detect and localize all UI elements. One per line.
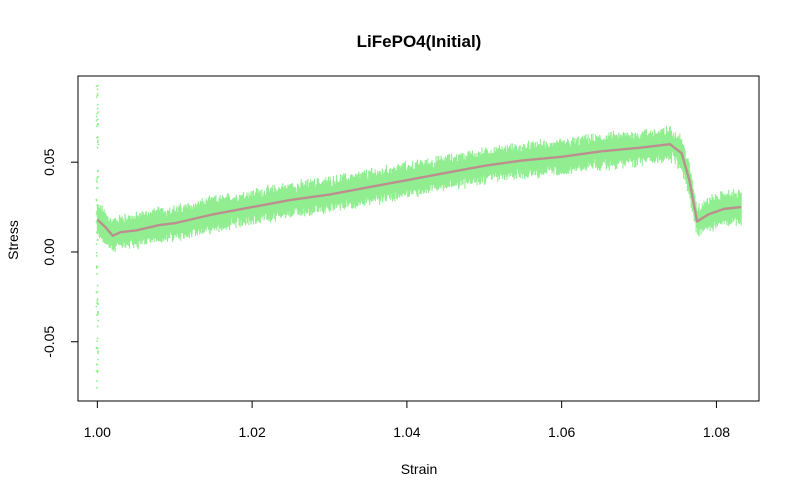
smoothed-line (96, 143, 742, 238)
spike-point (96, 299, 99, 302)
y-axis: -0.05 0.00 0.05 (41, 148, 79, 358)
spike-point (95, 251, 98, 254)
smoothed-series (96, 143, 742, 238)
x-tick-label: 1.02 (238, 424, 265, 440)
x-axis-label: Strain (401, 461, 438, 477)
spike-point (97, 84, 99, 87)
spike-point (97, 169, 100, 172)
spike-point (96, 107, 99, 110)
spike-point (95, 187, 98, 190)
spike-point (95, 115, 98, 118)
spike-point (97, 311, 100, 314)
y-tick-label: -0.05 (41, 326, 57, 358)
spike-point (96, 136, 99, 139)
spike-point (97, 313, 100, 315)
spike-point (96, 176, 99, 179)
spike-point (96, 371, 99, 374)
spike-point (96, 231, 99, 234)
y-tick-label: 0.00 (41, 238, 57, 265)
spike-point (96, 125, 98, 128)
spike-point (97, 215, 100, 218)
spike-point (96, 284, 99, 287)
spike-point (96, 181, 98, 183)
spike-point (96, 238, 99, 241)
spike-point (96, 302, 98, 304)
spike-point (96, 222, 99, 225)
spike-point (97, 350, 100, 353)
spike-point (96, 386, 98, 389)
spike-point (95, 243, 98, 245)
spike-point (97, 358, 100, 361)
spike-point (95, 198, 98, 201)
spike-point (96, 141, 99, 144)
spike-point (95, 347, 98, 350)
spike-point (97, 352, 99, 355)
spike-point (95, 96, 98, 99)
spike-point (96, 204, 99, 207)
spike-point (97, 111, 100, 114)
spike-point (96, 273, 99, 275)
plot-frame (77, 75, 760, 402)
spike-point (96, 325, 99, 328)
x-tick-label: 1.00 (84, 424, 111, 440)
chart-title: LiFePO4(Initial) (357, 32, 482, 51)
spike-point (95, 213, 98, 216)
spike-point (96, 118, 99, 121)
spike-point (97, 143, 100, 146)
spike-point (97, 319, 100, 322)
raw-data-points (95, 84, 742, 389)
spike-point (96, 112, 99, 115)
spike-point (96, 337, 99, 340)
spike-point (97, 303, 99, 306)
spike-point (95, 119, 98, 122)
spike-point (96, 298, 99, 301)
spike-point (95, 266, 98, 269)
spike-point (96, 211, 99, 214)
x-tick-label: 1.08 (703, 424, 730, 440)
spike-point (96, 146, 99, 149)
x-tick-label: 1.04 (393, 424, 420, 440)
x-axis: 1.00 1.02 1.04 1.06 1.08 (84, 400, 730, 440)
spike-point (96, 88, 99, 91)
spike-point (95, 179, 98, 182)
spike-point (96, 340, 98, 342)
spike-point (96, 103, 99, 106)
spike-point (96, 93, 99, 95)
spike-point (95, 254, 98, 257)
spike-point (96, 314, 98, 316)
spike-point (96, 291, 99, 293)
spike-point (95, 305, 98, 308)
spike-point (95, 363, 98, 366)
spike-point (95, 370, 98, 372)
spike-point (97, 123, 100, 125)
raw-data-band (96, 125, 742, 252)
x-tick-label: 1.06 (548, 424, 575, 440)
spike-point (97, 139, 99, 142)
spike-point (97, 227, 99, 230)
y-tick-label: 0.05 (41, 148, 57, 175)
spike-point (96, 380, 98, 383)
y-axis-label: Stress (5, 220, 21, 260)
spike-point (95, 85, 98, 88)
